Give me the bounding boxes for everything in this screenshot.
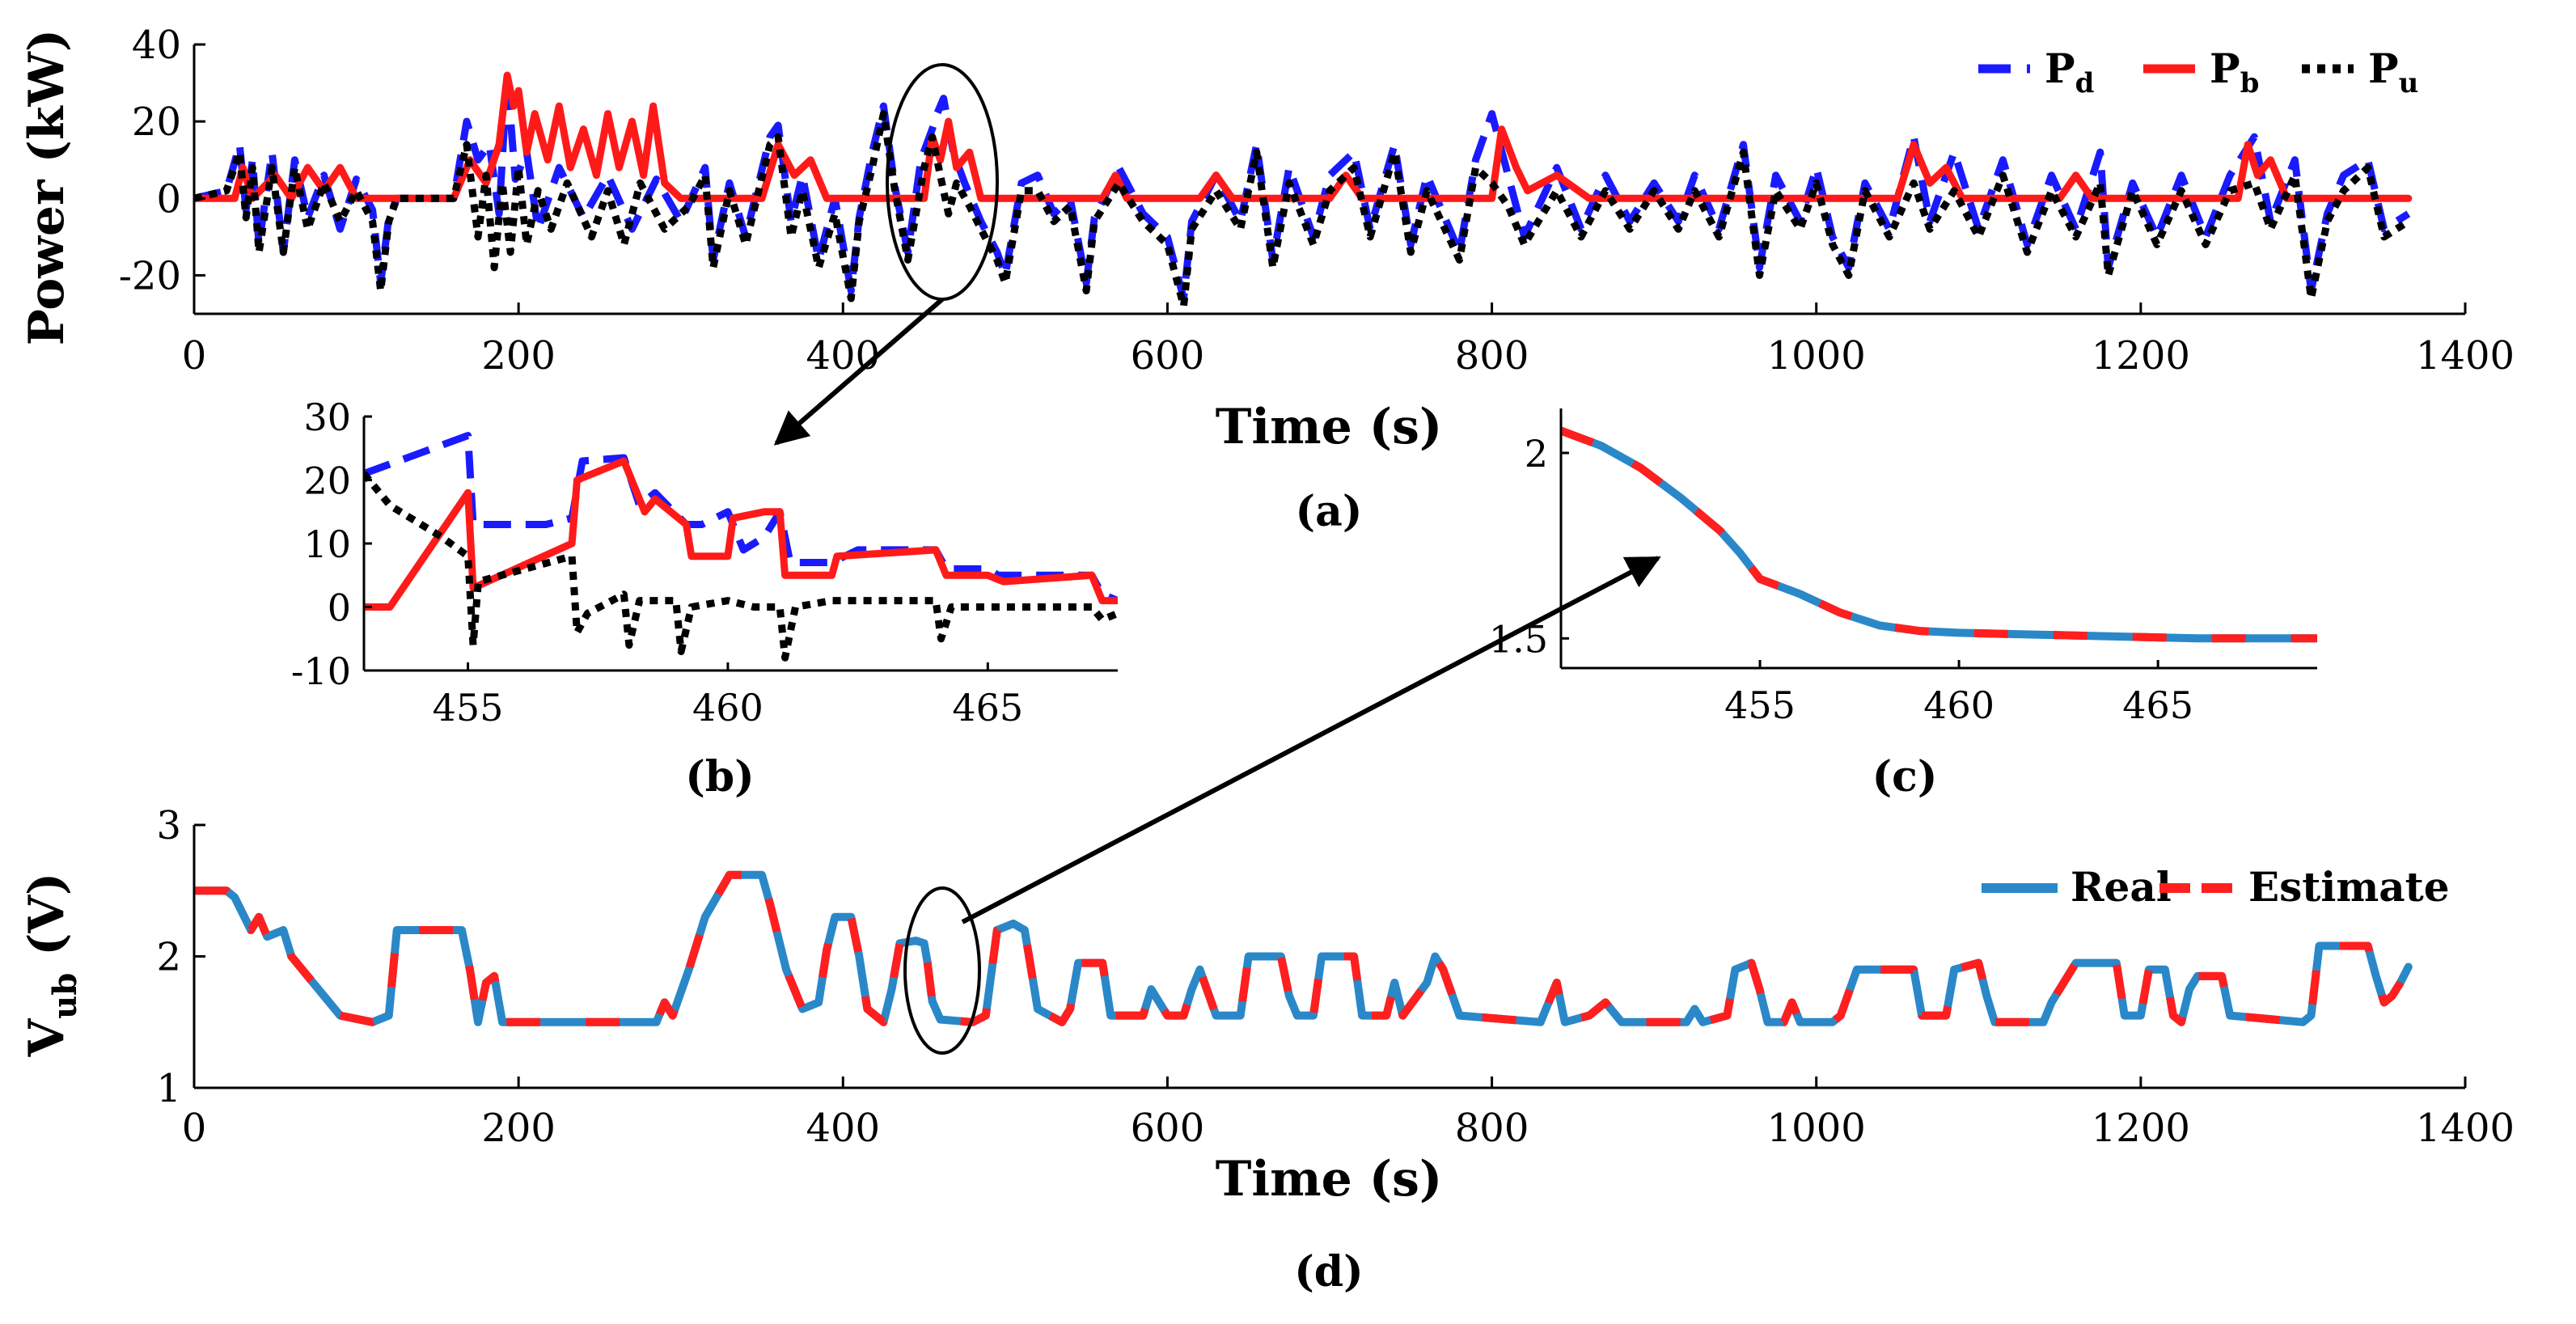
- legend-label-real: Real: [2071, 863, 2172, 911]
- series-pu-line: [194, 110, 2411, 310]
- x-tick-label: 465: [2122, 683, 2193, 727]
- y-tick-label: -20: [119, 253, 181, 298]
- y-tick-label: 1.5: [1489, 617, 1548, 661]
- series-estimate-line: [1561, 426, 2317, 643]
- panel-b-caption: (b): [685, 752, 755, 802]
- y-tick-label: 40: [132, 23, 181, 68]
- zoom-arrow-power: [773, 297, 944, 446]
- legend-label-estimate: Estimate: [2248, 863, 2450, 911]
- x-tick-label: 600: [1131, 333, 1205, 379]
- legend-voltage: Real Estimate: [1982, 863, 2450, 911]
- zoom-annotations: [773, 63, 1661, 1055]
- y-tick-label: 2: [1525, 432, 1548, 476]
- series-pd-line: [194, 71, 2411, 302]
- x-tick-label: 460: [692, 686, 763, 730]
- y-tick-label: -10: [291, 649, 351, 693]
- x-tick-label: 800: [1455, 333, 1529, 379]
- x-axis-label: Time (s): [1216, 1151, 1443, 1208]
- x-tick-label: 455: [1724, 683, 1796, 727]
- panel-c-series: [1561, 426, 2317, 643]
- zoom-ellipse-voltage: [903, 886, 981, 1055]
- y-axis-label: Vub (V): [19, 873, 84, 1058]
- series-pb-line: [364, 457, 1118, 611]
- series-pu-line: [364, 471, 1118, 662]
- panel-d-series: [194, 870, 2413, 1026]
- panel-b-series: [364, 432, 1118, 662]
- legend-label-pu: Pu: [2368, 44, 2418, 99]
- y-axis-label-sub: ub: [46, 973, 84, 1019]
- y-axis-label-unit: (V): [19, 873, 75, 973]
- panel-c-caption: (c): [1872, 752, 1938, 802]
- series-estimate-line: [194, 870, 2413, 1026]
- x-tick-label: 400: [806, 1106, 880, 1151]
- x-tick-label: 200: [481, 333, 556, 379]
- legend-power: Pd Pb Pu: [1978, 44, 2418, 99]
- zoom-arrow-voltage: [961, 556, 1661, 924]
- legend-label-base: P: [2210, 44, 2240, 92]
- y-tick-label: 20: [303, 459, 351, 503]
- y-tick-label: 10: [303, 522, 351, 566]
- panel-c-zoom-voltage-chart: 455 460 465 1.5 2: [1489, 408, 2317, 727]
- y-tick-label: 1: [156, 1066, 181, 1111]
- x-tick-label: 400: [806, 333, 880, 379]
- x-tick-label: 1400: [2416, 333, 2515, 379]
- x-tick-label: 460: [1923, 683, 1994, 727]
- y-axis-label: Power (kW): [19, 29, 75, 346]
- y-tick-label: 0: [328, 586, 351, 630]
- legend-label-pd: Pd: [2045, 44, 2094, 99]
- x-tick-label: 455: [433, 686, 504, 730]
- y-tick-label: 0: [156, 176, 181, 222]
- legend-label-sub: u: [2399, 67, 2419, 99]
- legend-label-pb: Pb: [2210, 44, 2259, 99]
- y-axis-label-base: V: [19, 1017, 75, 1057]
- x-tick-label: 0: [182, 1106, 207, 1151]
- series-real-line: [1561, 426, 2317, 643]
- x-tick-label: 1000: [1767, 1106, 1866, 1151]
- x-tick-label: 1400: [2416, 1106, 2515, 1151]
- x-tick-label: 800: [1455, 1106, 1529, 1151]
- y-tick-label: 3: [156, 803, 181, 848]
- x-tick-label: 1200: [2092, 1106, 2190, 1151]
- x-tick-label: 465: [952, 686, 1023, 730]
- x-tick-label: 1200: [2092, 333, 2190, 379]
- legend-label-sub: b: [2240, 67, 2260, 99]
- legend-label-base: P: [2368, 44, 2399, 92]
- x-tick-label: 200: [481, 1106, 556, 1151]
- y-tick-label: 20: [132, 99, 181, 145]
- y-tick-label: 2: [156, 935, 181, 980]
- panel-d-caption: (d): [1294, 1247, 1364, 1297]
- x-tick-label: 1000: [1767, 333, 1866, 379]
- legend-label-base: P: [2045, 44, 2075, 92]
- x-tick-label: 0: [182, 333, 207, 379]
- panel-b-zoom-power-chart: 455 460 465 -10 0 10 20 30: [291, 396, 1118, 730]
- panel-d-voltage-chart: 0 200 400 600 800 1000 1200 1400 1 2 3 Time (s) Vub …: [19, 803, 2515, 1208]
- legend-label-sub: d: [2075, 67, 2095, 99]
- x-axis-label: Time (s): [1216, 399, 1443, 455]
- y-tick-label: 30: [303, 396, 351, 439]
- panel-a-caption: (a): [1296, 487, 1363, 536]
- panel-a-series: [194, 71, 2413, 310]
- x-tick-label: 600: [1131, 1106, 1205, 1151]
